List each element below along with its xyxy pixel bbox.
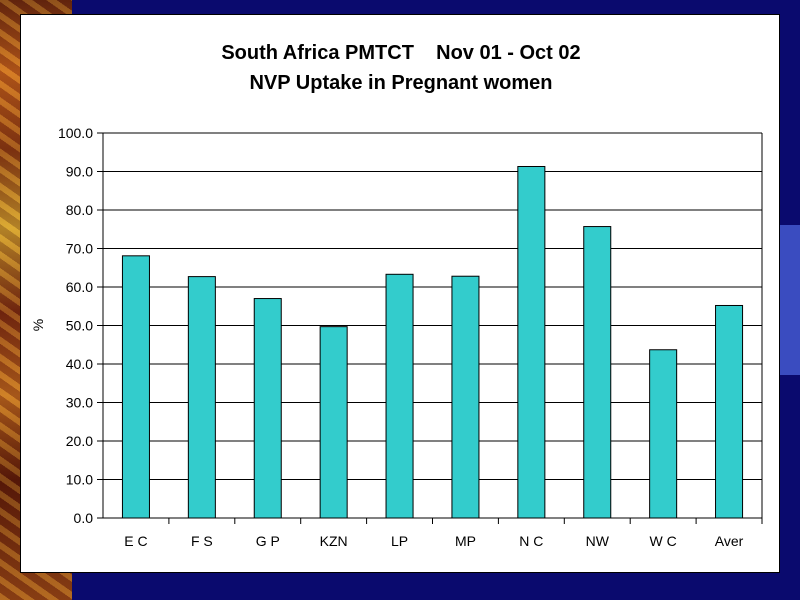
bar-fs (187, 276, 216, 519)
x-tick-label: N C (519, 533, 543, 549)
axes (97, 132, 763, 524)
y-tick-label: 60.0 (66, 279, 93, 295)
bars (121, 165, 744, 519)
y-tick-label: 80.0 (66, 202, 93, 218)
x-tick-labels: E C F S G P KZN LP MP N C NW W C Aver (124, 533, 743, 549)
bar-mp (451, 275, 480, 519)
bar-ec (121, 255, 150, 519)
x-tick-label: NW (586, 533, 610, 549)
y-tick-label: 0.0 (74, 510, 94, 526)
bar-nc (517, 165, 546, 519)
bar-kzn (319, 326, 348, 519)
y-tick-label: 20.0 (66, 433, 93, 449)
y-tick-label: 30.0 (66, 395, 93, 411)
y-tick-label: 70.0 (66, 241, 93, 257)
x-tick-label: W C (650, 533, 677, 549)
y-axis-label: % (30, 319, 46, 331)
bar-chart: South Africa PMTCT Nov 01 - Oct 02 NVP U… (30, 42, 763, 549)
bar-wc (649, 349, 678, 519)
y-tick-labels: 0.0 10.0 20.0 30.0 40.0 50.0 60.0 70.0 80.0 90.0 1… (58, 125, 93, 526)
y-tick-label: 40.0 (66, 356, 93, 372)
y-tick-label: 50.0 (66, 318, 93, 334)
background-stripe (780, 225, 800, 375)
y-tick-label: 10.0 (66, 472, 93, 488)
y-tick-label: 90.0 (66, 164, 93, 180)
x-tick-label: E C (124, 533, 147, 549)
x-tick-label: LP (391, 533, 408, 549)
x-tick-label: MP (455, 533, 476, 549)
chart-area: South Africa PMTCT Nov 01 - Oct 02 NVP U… (20, 14, 780, 573)
bar-gp (253, 298, 282, 519)
x-tick-label: Aver (715, 533, 744, 549)
x-tick-label: KZN (320, 533, 348, 549)
bar-lp (385, 273, 414, 519)
bar-aver (715, 304, 744, 519)
x-tick-label: G P (256, 533, 280, 549)
chart-title-line2: NVP Uptake in Pregnant women (249, 72, 552, 94)
x-tick-label: F S (191, 533, 213, 549)
chart-title-line1: South Africa PMTCT Nov 01 - Oct 02 (221, 42, 580, 64)
y-tick-label: 100.0 (58, 125, 93, 141)
bar-nw (583, 226, 612, 519)
